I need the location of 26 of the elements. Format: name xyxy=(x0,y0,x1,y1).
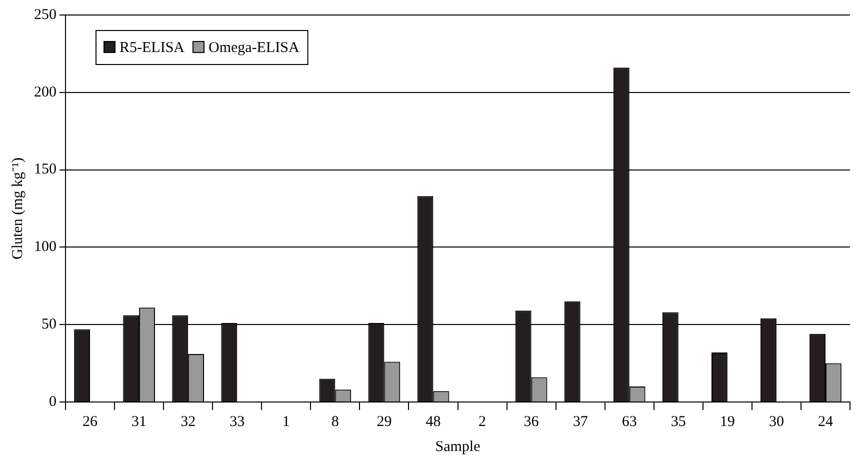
x-tick-label: 19 xyxy=(720,414,735,430)
legend-label: R5-ELISA xyxy=(120,40,185,56)
x-tick-label: 24 xyxy=(818,414,834,430)
x-tick-label: 48 xyxy=(426,414,441,430)
x-tick-label: 33 xyxy=(230,414,245,430)
y-tick-label: 0 xyxy=(49,394,56,410)
x-tick-label: 26 xyxy=(82,414,98,430)
legend-label: Omega-ELISA xyxy=(208,40,300,56)
y-tick-label: 200 xyxy=(34,84,56,100)
x-tick-label: 29 xyxy=(376,414,392,430)
y-tick-label: 150 xyxy=(34,162,56,178)
x-axis-title: Sample xyxy=(435,438,481,455)
y-tick-label: 50 xyxy=(42,316,56,333)
x-tick-label: 31 xyxy=(132,414,147,430)
x-tick-label: 32 xyxy=(180,414,196,430)
x-tick-label: 37 xyxy=(572,414,588,430)
y-tick-label: 250 xyxy=(34,6,56,23)
x-tick-label: 8 xyxy=(331,414,339,430)
x-tick-label: 35 xyxy=(670,414,686,430)
x-tick-label: 30 xyxy=(768,414,784,430)
x-tick-label: 2 xyxy=(478,414,486,430)
y-tick-label: 100 xyxy=(34,239,56,256)
x-tick-label: 1 xyxy=(282,414,290,430)
x-tick-label: 63 xyxy=(622,414,637,430)
y-axis-title: Gluten (mg kg⁻¹) xyxy=(10,158,26,260)
x-tick-label: 36 xyxy=(524,414,540,430)
